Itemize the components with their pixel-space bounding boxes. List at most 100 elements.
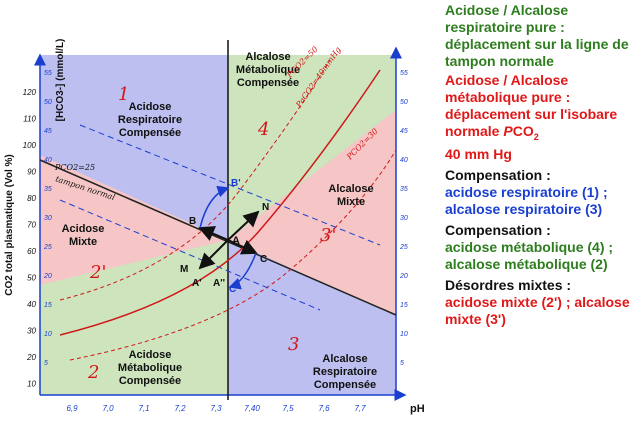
legend-mixed-body: acidose mixte (2') ; alcalose mixte (3') xyxy=(445,293,630,327)
right-tick-label: 50 xyxy=(400,99,408,106)
hco3-tick-label: 45 xyxy=(44,128,52,135)
right-tick-label: 5 xyxy=(400,360,404,367)
arrow-c-cprime xyxy=(228,252,257,290)
blue-dashed-1 xyxy=(79,124,381,246)
y-tick-label: 40 xyxy=(27,300,36,309)
legend-respiratory-pure: Acidose / Alcalose respiratoire pure : d… xyxy=(445,2,629,69)
zone-3-line1: Alcalose xyxy=(322,353,367,365)
label-pco2-25: PCO2=25 xyxy=(54,163,95,172)
legend-compensation-2-body: acidose métabolique (4) ; alcalose métab… xyxy=(445,238,614,272)
zone-green-upper xyxy=(228,55,396,240)
hco3-tick-label: 35 xyxy=(44,186,52,193)
y-tick-label: 90 xyxy=(27,168,36,177)
point-a: A xyxy=(232,235,240,247)
arrow-a-m xyxy=(198,239,229,270)
isobar-pco2-50 xyxy=(59,59,331,301)
right-tick-label: 20 xyxy=(399,273,408,280)
legend-compensation-2-title: Compensation : xyxy=(445,221,551,238)
hco3-tick-label: 30 xyxy=(44,215,52,222)
arrow-a-b xyxy=(198,226,229,241)
zone-3-number: 3 xyxy=(288,334,299,355)
zone-2p-number: 2' xyxy=(89,262,106,283)
right-tick-label: 30 xyxy=(400,215,408,222)
ph-tick-label: 7,3 xyxy=(210,404,222,413)
arrow-b-bprime xyxy=(199,185,230,229)
y-tick-label: 110 xyxy=(23,115,36,124)
right-tick-label: 25 xyxy=(399,244,408,251)
y-tick-label: 100 xyxy=(23,141,37,150)
ph-tick-label: 7,7 xyxy=(354,404,366,413)
ph-tick-label: 7,5 xyxy=(282,404,294,413)
zone-3p-line1: Alcalose xyxy=(328,183,373,195)
zone-red-right xyxy=(228,110,396,315)
point-asecond: A'' xyxy=(213,278,225,289)
hco3-tick-label: 25 xyxy=(43,244,52,251)
zone-2-line1: Acidose xyxy=(129,349,172,361)
y-tick-label: 60 xyxy=(27,247,36,256)
arrow-a-n xyxy=(227,210,260,241)
zone-1-line2: Respiratoire xyxy=(118,114,182,126)
zone-2-line3: Compensée xyxy=(119,375,181,387)
hco3-tick-label: 50 xyxy=(44,99,52,106)
y-tick-label: 10 xyxy=(27,380,36,389)
hco3-tick-label: 20 xyxy=(43,273,52,280)
y-tick-label: 80 xyxy=(27,194,36,203)
y-tick-label: 20 xyxy=(26,353,36,362)
point-aprime: A' xyxy=(192,278,202,289)
zone-1-number: 1 xyxy=(118,84,129,105)
hco3-tick-label: 55 xyxy=(44,70,52,77)
ph-tick-label: 7,2 xyxy=(174,404,186,413)
isobar-pco2-40 xyxy=(59,69,381,336)
zone-4-number: 4 xyxy=(257,119,269,140)
zone-2-number: 2 xyxy=(87,362,99,383)
hco3-tick-label: 40 xyxy=(44,157,52,164)
ph-tick-label: 7,0 xyxy=(102,404,114,413)
blue-dashed-2 xyxy=(59,199,321,311)
arrow-a-c xyxy=(227,239,258,255)
zone-4-line1: Alcalose xyxy=(245,51,290,63)
point-n: N xyxy=(262,202,269,213)
zone-1-line3: Compensée xyxy=(119,127,181,139)
zone-3p-line2: Mixte xyxy=(337,196,365,208)
normal-buffer-line xyxy=(39,159,397,316)
right-tick-label: 15 xyxy=(400,302,408,309)
zone-4-line2: Métabolique xyxy=(236,64,300,76)
zone-2p-line2: Mixte xyxy=(69,236,97,248)
zone-1-line1: Acidose xyxy=(129,101,172,113)
x-axis-title: pH xyxy=(410,403,425,415)
hco3-tick-label: 15 xyxy=(44,302,52,309)
legend-mixed-title: Désordres mixtes : xyxy=(445,276,572,293)
y-tick-label: 30 xyxy=(27,327,36,336)
ph-tick-label: 7,6 xyxy=(318,404,330,413)
right-tick-label: 55 xyxy=(400,70,408,77)
right-tick-label: 40 xyxy=(400,157,408,164)
y-tick-label: 50 xyxy=(27,274,36,283)
zone-3p-number: 3' xyxy=(320,225,336,246)
zone-2-line2: Métabolique xyxy=(118,362,182,374)
isobar-pco2-30 xyxy=(69,149,397,361)
zone-4-line3: Compensée xyxy=(237,77,299,89)
y-tick-label: 70 xyxy=(27,221,36,230)
legend-panel: Acidose / Alcalose respiratoire pure : d… xyxy=(445,2,640,328)
hco3-tick-group: 55 50 45 40 35 30 25 20 15 10 5 xyxy=(43,70,52,367)
point-c: C xyxy=(260,254,267,265)
right-tick-label: 45 xyxy=(400,128,408,135)
y-tick-label: 120 xyxy=(23,88,37,97)
zone-3-line2: Respiratoire xyxy=(313,366,377,378)
hco3-tick-label: 5 xyxy=(44,360,48,367)
y-axis-title: CO2 total plasmatique (Vol %) xyxy=(4,154,15,296)
ph-tick-group: 6,9 7,0 7,1 7,2 7,3 7,40 7,5 7,6 7,7 xyxy=(66,404,366,413)
legend-compensation-1-title: Compensation : xyxy=(445,166,551,183)
legend-metabolic-pure: Acidose / Alcalose métabolique pure : dé… xyxy=(445,72,618,162)
hco3-tick-label: 10 xyxy=(44,331,52,338)
legend-compensation-1-body: acidose respiratoire (1) ; alcalose resp… xyxy=(445,183,608,217)
zone-2p-line1: Acidose xyxy=(62,223,105,235)
zone-red-left xyxy=(40,155,228,285)
hco3-axis-title: [HCO3-] (mmol/L) xyxy=(55,39,66,122)
right-tick-group: 55 50 45 40 35 30 25 20 15 10 5 xyxy=(399,70,408,367)
point-b: B xyxy=(189,216,196,227)
right-tick-label: 10 xyxy=(400,331,408,338)
point-bprime: B' xyxy=(231,178,241,189)
zone-3-line3: Compensée xyxy=(314,379,376,391)
